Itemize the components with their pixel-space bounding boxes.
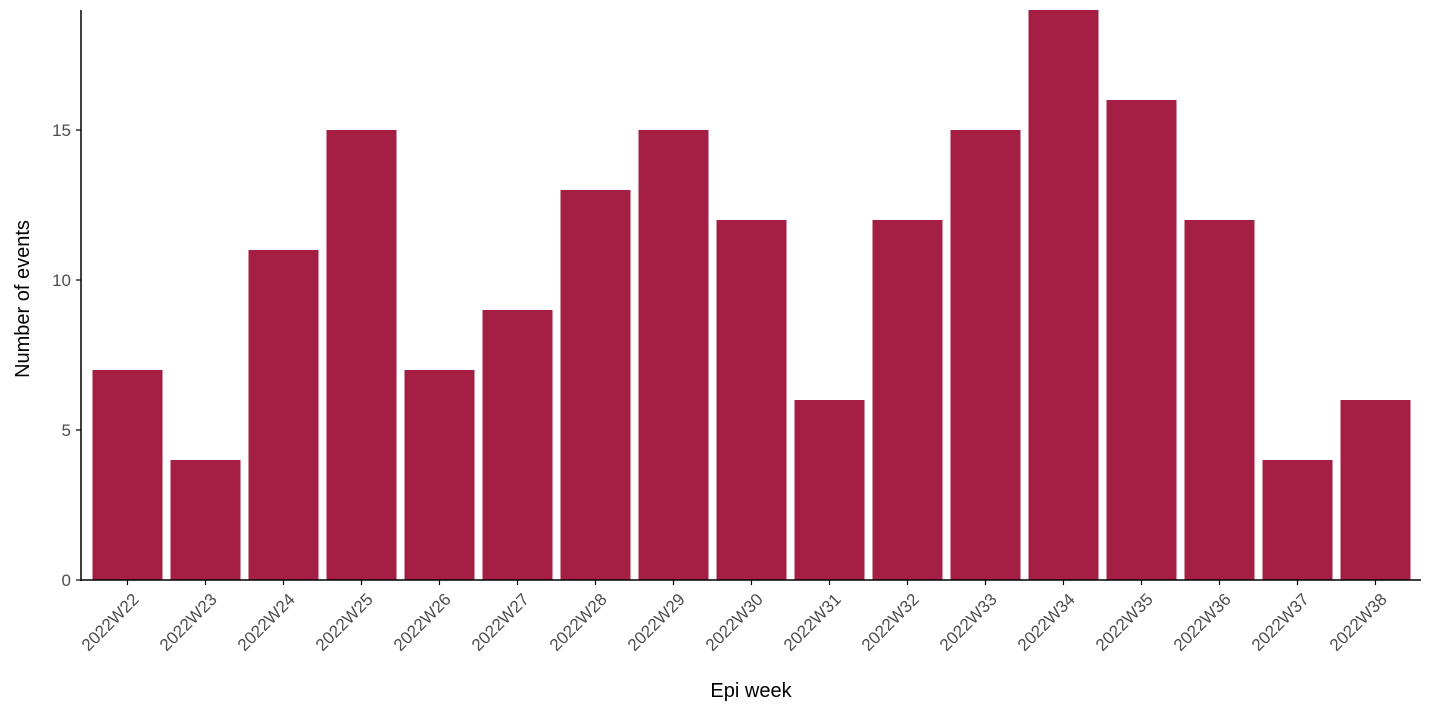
bar-2022W30 [716,220,787,580]
bar-2022W22 [92,370,163,580]
x-tick-label: 2022W23 [156,590,221,655]
bar-2022W33 [950,130,1021,580]
bar-2022W31 [794,400,865,580]
x-tick-label: 2022W36 [1170,590,1235,655]
bar-2022W29 [638,130,709,580]
bar-2022W37 [1262,460,1333,580]
x-tick-label: 2022W34 [1014,590,1079,655]
y-tick-label: 5 [62,421,71,440]
x-tick-label: 2022W24 [234,590,299,655]
y-axis-title: Number of events [12,220,34,378]
x-tick-label: 2022W35 [1092,590,1157,655]
x-tick-label: 2022W32 [858,590,923,655]
bar-2022W35 [1106,100,1177,580]
bar-2022W38 [1340,400,1411,580]
y-ticks-layer: 0 5 10 15 [52,121,81,590]
bar-2022W25 [326,130,397,580]
x-tick-label: 2022W31 [780,590,845,655]
bar-2022W32 [872,220,943,580]
x-tick-label: 2022W22 [78,590,143,655]
x-tick-label: 2022W30 [702,590,767,655]
x-tick-label: 2022W38 [1326,590,1391,655]
bar-2022W27 [482,310,553,580]
y-tick-label: 15 [52,121,71,140]
y-tick-label: 10 [52,271,71,290]
x-tick-label: 2022W27 [468,590,533,655]
bar-2022W26 [404,370,475,580]
x-tick-label: 2022W33 [936,590,1001,655]
bar-2022W28 [560,190,631,580]
x-tick-label: 2022W28 [546,590,611,655]
x-tick-label: 2022W25 [312,590,377,655]
bar-2022W23 [170,460,241,580]
x-axis-title: Epi week [710,680,792,702]
bar-2022W36 [1184,220,1255,580]
x-ticks-layer: 2022W22 2022W23 2022W24 2022W25 2022W26 2022W… [78,580,1391,655]
bar-2022W34 [1028,10,1099,580]
bar-2022W24 [248,250,319,580]
x-tick-label: 2022W37 [1248,590,1313,655]
bars-layer [92,10,1411,580]
x-tick-label: 2022W26 [390,590,455,655]
x-tick-label: 2022W29 [624,590,689,655]
y-tick-label: 0 [62,571,71,590]
